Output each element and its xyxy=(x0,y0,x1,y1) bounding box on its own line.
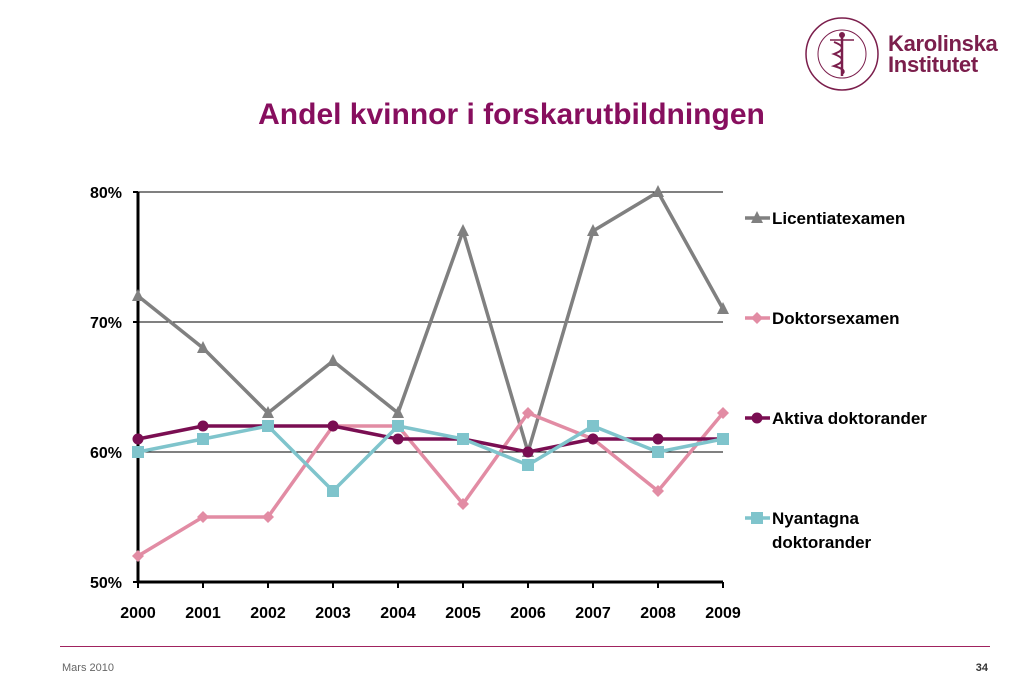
x-tick-label: 2003 xyxy=(315,605,351,622)
data-point-licentiatexamen xyxy=(717,302,729,314)
x-tick-label: 2009 xyxy=(705,605,741,622)
data-point-nyantagna-doktorander xyxy=(327,485,339,497)
logo-text-line2: Institutet xyxy=(888,52,978,77)
y-tick-label: 70% xyxy=(90,315,122,332)
data-point-nyantagna-doktorander xyxy=(457,433,469,445)
x-tick-label: 2000 xyxy=(120,605,156,622)
data-point-doktorsexamen xyxy=(132,550,144,562)
legend-label-licentiatexamen: Licentiatexamen xyxy=(772,209,905,228)
data-point-nyantagna-doktorander xyxy=(587,420,599,432)
legend-label-aktiva-doktorander: Aktiva doktorander xyxy=(772,409,927,428)
seal-icon xyxy=(805,17,879,91)
data-point-aktiva-doktorander xyxy=(327,420,339,432)
legend-marker-aktiva-doktorander xyxy=(751,412,763,424)
data-point-doktorsexamen xyxy=(717,407,729,419)
y-tick-label: 50% xyxy=(90,575,122,592)
data-point-doktorsexamen xyxy=(197,511,209,523)
page-number: 34 xyxy=(975,662,988,674)
data-point-nyantagna-doktorander xyxy=(522,459,534,471)
x-tick-label: 2002 xyxy=(250,605,286,622)
data-point-aktiva-doktorander xyxy=(392,433,404,445)
data-point-doktorsexamen xyxy=(652,485,664,497)
data-point-aktiva-doktorander xyxy=(587,433,599,445)
data-point-nyantagna-doktorander xyxy=(197,433,209,445)
line-chart: 50% 60% 70% 80% 2000 2001 2002 2003 2004 2005 2006… xyxy=(90,185,927,622)
x-tick-label: 2008 xyxy=(640,605,676,622)
x-tick-label: 2004 xyxy=(380,605,416,622)
footer-divider xyxy=(60,646,990,647)
series-line-doktorsexamen xyxy=(137,411,725,558)
x-tick-label: 2007 xyxy=(575,605,611,622)
series-line-licentiatexamen xyxy=(136,190,725,454)
footer-date: Mars 2010 xyxy=(62,662,114,674)
legend-label-nyantagna-doktorander: Nyantagna doktorander xyxy=(772,509,872,552)
x-tick-label: 2006 xyxy=(510,605,546,622)
legend-label-doktorsexamen: Doktorsexamen xyxy=(772,309,900,328)
data-point-nyantagna-doktorander xyxy=(717,433,729,445)
data-point-aktiva-doktorander xyxy=(132,433,144,445)
data-point-aktiva-doktorander xyxy=(197,420,209,432)
data-point-licentiatexamen xyxy=(457,224,469,236)
data-point-licentiatexamen xyxy=(652,185,664,197)
data-point-nyantagna-doktorander xyxy=(262,420,274,432)
data-point-doktorsexamen xyxy=(522,407,534,419)
logo-text: Karolinska Institutet xyxy=(888,31,998,77)
karolinska-logo xyxy=(805,17,879,91)
data-point-licentiatexamen xyxy=(197,341,209,353)
data-point-licentiatexamen xyxy=(132,289,144,301)
legend-marker-doktorsexamen xyxy=(751,312,763,324)
data-point-aktiva-doktorander xyxy=(522,446,534,458)
page-title: Andel kvinnor i forskarutbildningen xyxy=(258,98,765,131)
logo-text-line1: Karolinska xyxy=(888,31,998,56)
legend-marker-licentiatexamen xyxy=(751,211,763,223)
data-point-doktorsexamen xyxy=(262,511,274,523)
data-point-licentiatexamen xyxy=(327,354,339,366)
data-point-aktiva-doktorander xyxy=(652,433,664,445)
series-line-aktiva-doktorander xyxy=(137,424,723,454)
x-tick-label: 2001 xyxy=(185,605,221,622)
data-point-nyantagna-doktorander xyxy=(392,420,404,432)
series-line-nyantagna-doktorander xyxy=(137,424,724,493)
data-point-licentiatexamen xyxy=(262,406,274,418)
data-point-nyantagna-doktorander xyxy=(652,446,664,458)
data-point-nyantagna-doktorander xyxy=(132,446,144,458)
x-tick-label: 2005 xyxy=(445,605,481,622)
y-tick-label: 60% xyxy=(90,445,122,462)
data-point-licentiatexamen xyxy=(392,406,404,418)
y-tick-label: 80% xyxy=(90,185,122,202)
data-point-licentiatexamen xyxy=(587,224,599,236)
legend-marker-nyantagna-doktorander xyxy=(751,512,763,524)
data-point-doktorsexamen xyxy=(457,498,469,510)
